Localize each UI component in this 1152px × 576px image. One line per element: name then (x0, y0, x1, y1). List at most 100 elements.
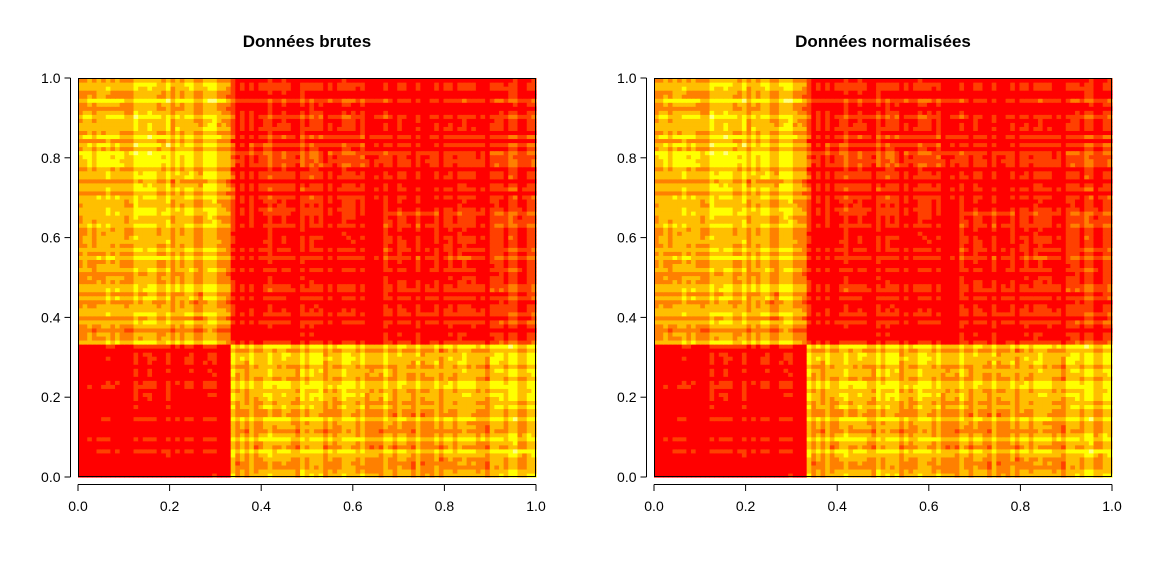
heatmap-cell (383, 420, 389, 426)
heatmap-cell (526, 376, 532, 381)
heatmap-cell (286, 327, 292, 333)
heatmap-cell (156, 291, 162, 297)
heatmap-cell (304, 452, 310, 458)
heatmap-cell (82, 291, 88, 297)
heatmap-cell (128, 344, 135, 349)
heatmap-cell (485, 323, 491, 329)
heatmap-cell (489, 404, 495, 410)
heatmap-cell (101, 452, 107, 458)
heatmap-cell (300, 404, 306, 410)
heatmap-cell (170, 432, 176, 438)
heatmap-cell (401, 432, 408, 438)
heatmap-cell (179, 380, 186, 385)
heatmap-cell (101, 344, 107, 349)
heatmap-cell (263, 432, 269, 438)
heatmap-cell (202, 327, 209, 333)
heatmap-cell (411, 356, 417, 361)
heatmap-cell (346, 307, 352, 313)
heatmap-cell (193, 315, 199, 321)
heatmap-cell (387, 372, 394, 377)
heatmap-cell (161, 412, 167, 418)
heatmap-cell (281, 428, 287, 434)
heatmap-cell (341, 412, 347, 418)
heatmap-cell (286, 444, 292, 450)
heatmap-cell (226, 331, 232, 337)
heatmap-cell (457, 468, 463, 474)
heatmap-cell (300, 352, 306, 357)
heatmap-cell (175, 460, 181, 466)
heatmap-cell (239, 400, 246, 406)
heatmap-cell (152, 452, 158, 458)
heatmap-cell (341, 287, 347, 293)
heatmap-cell (258, 311, 264, 317)
heatmap-cell (105, 420, 111, 426)
heatmap-cell (179, 456, 186, 462)
heatmap-cell (207, 440, 213, 446)
heatmap-cell (346, 424, 352, 430)
heatmap-cell (253, 348, 260, 353)
heatmap-cell (91, 339, 98, 345)
heatmap-cell (531, 468, 537, 474)
heatmap-cell (198, 291, 204, 297)
heatmap-cell (193, 472, 199, 478)
heatmap-cell (350, 323, 357, 329)
heatmap-cell (295, 392, 301, 397)
heatmap-cell (378, 303, 384, 309)
heatmap-cell (429, 456, 435, 462)
heatmap-cell (517, 299, 523, 305)
heatmap-cell (286, 323, 292, 329)
heatmap-cell (156, 364, 162, 369)
heatmap-cell (189, 380, 195, 385)
heatmap-cell (512, 299, 519, 305)
heatmap-cell (235, 368, 241, 373)
heatmap-cell (401, 360, 408, 365)
heatmap-cell (212, 420, 218, 426)
heatmap-cell (429, 412, 435, 418)
heatmap-cell (401, 283, 408, 289)
heatmap-cell (401, 327, 408, 333)
heatmap-cell (119, 295, 125, 301)
heatmap-cell (304, 356, 310, 361)
heatmap-cell (239, 404, 246, 410)
heatmap-cell (286, 344, 292, 349)
heatmap-cell (82, 319, 88, 325)
heatmap-cell (327, 448, 334, 454)
heatmap-cell (179, 331, 186, 337)
heatmap-cell (443, 420, 449, 426)
heatmap-cell (378, 436, 384, 442)
heatmap-cell (313, 452, 320, 458)
heatmap-cell (161, 452, 167, 458)
heatmap-cell (165, 356, 172, 361)
heatmap-cell (411, 380, 417, 385)
heatmap-cell (91, 275, 98, 281)
heatmap-cell (286, 339, 292, 345)
heatmap-cell (457, 428, 463, 434)
heatmap-cell (115, 384, 121, 389)
heatmap-cell (119, 299, 125, 305)
heatmap-cell (420, 412, 426, 418)
heatmap-cell (355, 339, 361, 345)
heatmap-cell (147, 432, 153, 438)
heatmap-cell (304, 303, 310, 309)
heatmap-cell (124, 456, 130, 462)
heatmap-cell (152, 396, 158, 402)
heatmap-cell (429, 432, 435, 438)
heatmap-cell (360, 356, 366, 361)
heatmap-cell (239, 287, 246, 293)
heatmap-cell (128, 303, 135, 309)
heatmap-cell (471, 404, 477, 410)
heatmap-cell (142, 344, 148, 349)
heatmap-cell (147, 420, 153, 426)
heatmap-cell (202, 464, 209, 470)
heatmap-cell (128, 444, 135, 450)
heatmap-cell (485, 319, 491, 325)
heatmap-cell (96, 356, 102, 361)
heatmap-cell (448, 440, 454, 446)
heatmap-cell (480, 356, 486, 361)
heatmap-cell (300, 408, 306, 414)
heatmap-cell (124, 283, 130, 289)
heatmap-cell (276, 275, 283, 281)
heatmap-cell (193, 356, 199, 361)
heatmap-cell (276, 428, 283, 434)
heatmap-cell (475, 440, 482, 446)
